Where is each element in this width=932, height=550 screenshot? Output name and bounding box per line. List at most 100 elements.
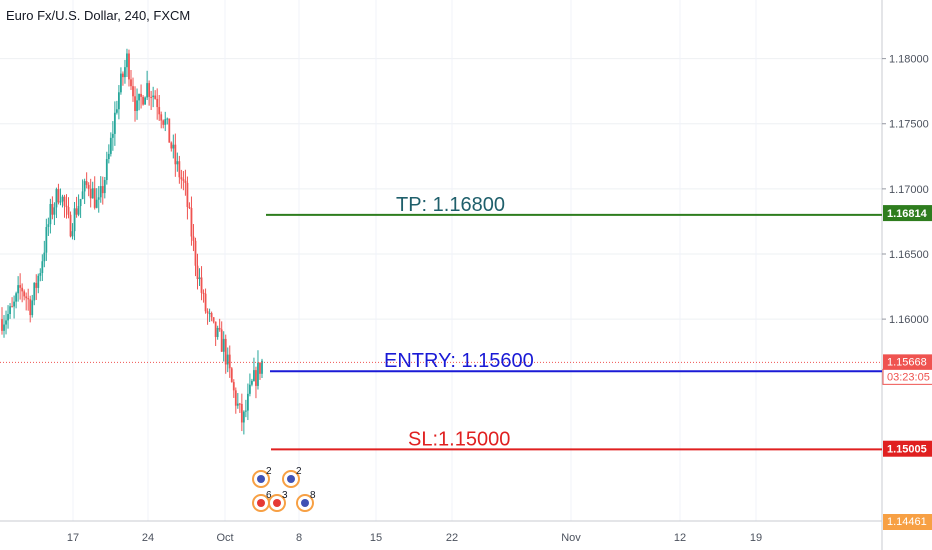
candle-body (255, 370, 257, 386)
y-tick-label: 1.16500 (889, 249, 929, 261)
chart-title: Euro Fx/U.S. Dollar, 240, FXCM (6, 8, 191, 23)
candle-body (130, 79, 132, 87)
candle-body (228, 354, 231, 369)
candle-body (192, 236, 195, 241)
candle-body (1, 319, 3, 331)
candle-body (176, 161, 179, 165)
candle-body (81, 191, 84, 199)
candle-body (168, 118, 171, 143)
candle-body (246, 393, 249, 411)
candle-body (184, 180, 187, 183)
candle-body (166, 118, 169, 120)
candle-body (25, 296, 28, 299)
candle-body (236, 403, 239, 406)
candle-body (95, 199, 98, 208)
level-label: ENTRY: 1.15600 (384, 350, 534, 372)
candle-body (132, 86, 134, 97)
candle-body (117, 92, 120, 110)
candle-body (259, 362, 261, 374)
level-price-badge (883, 205, 932, 222)
candle-body (150, 96, 153, 98)
candle-body (9, 306, 11, 315)
candle-body (196, 265, 199, 280)
candle-body (206, 311, 209, 314)
candle-body (59, 201, 62, 203)
candle-body (172, 144, 175, 149)
candle-body (43, 252, 46, 262)
candle-body (27, 298, 30, 300)
candle-body (244, 410, 247, 412)
event-count: 2 (296, 466, 302, 477)
candle-body (218, 327, 221, 330)
level-label: SL:1.15000 (408, 428, 510, 450)
candle-body (85, 181, 88, 185)
candle-body (61, 196, 64, 202)
x-tick-label: 24 (142, 532, 154, 544)
candle-body (67, 207, 70, 215)
x-tick-label: 12 (674, 532, 686, 544)
x-tick-label: 22 (446, 532, 458, 544)
candle-body (120, 73, 122, 93)
event-marker[interactable]: 2 (252, 466, 272, 488)
candle-body (238, 403, 241, 405)
y-tick-label: 1.16000 (889, 314, 929, 326)
candle-body (152, 95, 155, 98)
candle-body (240, 403, 243, 423)
candle-body (113, 112, 116, 134)
candle-body (210, 313, 213, 318)
candle-body (39, 272, 42, 276)
event-count: 8 (310, 490, 316, 501)
candle-body (190, 208, 193, 237)
candle-body (87, 184, 90, 189)
candle-body (140, 93, 142, 97)
candle-body (5, 320, 7, 325)
candle-body (148, 83, 151, 97)
candle-body (69, 214, 72, 237)
event-marker[interactable]: 8 (296, 490, 316, 512)
candle-body (99, 186, 102, 198)
y-tick-label: 1.17000 (889, 184, 929, 196)
candle-body (178, 161, 181, 178)
candle-body (109, 137, 112, 154)
candle-body (160, 114, 163, 121)
event-marker[interactable]: 2 (282, 466, 302, 488)
candle-body (216, 327, 219, 337)
event-count: 6 (266, 490, 272, 501)
level-price-badge (883, 440, 932, 457)
candle-body (204, 293, 207, 312)
candle-body (158, 107, 161, 115)
candle-body (156, 98, 159, 108)
candle-body (111, 133, 114, 138)
event-marker[interactable]: 3 (268, 490, 288, 512)
flag-icon (257, 475, 265, 483)
candle-body (91, 188, 94, 199)
candle-body (214, 321, 217, 337)
candle-body (220, 329, 223, 352)
candle-body (15, 293, 18, 302)
candle-body (188, 206, 191, 209)
low-price-badge (883, 514, 932, 530)
candle-body (234, 390, 237, 406)
candle-body (222, 338, 225, 352)
candle-body (242, 411, 245, 423)
countdown-badge-text: 03:23:05 (887, 371, 930, 383)
event-count: 2 (266, 466, 272, 477)
candle-body (261, 360, 263, 374)
candle-body (63, 196, 66, 206)
candle-body (105, 159, 108, 181)
candle-body (224, 338, 227, 365)
candle-body (45, 226, 48, 253)
candle-body (212, 317, 215, 322)
candle-body (53, 207, 56, 215)
candle-body (71, 231, 74, 237)
candle-body (154, 95, 157, 99)
candle-body (230, 368, 233, 383)
level-price-badge-text: 1.16814 (887, 208, 928, 220)
candle-body (249, 384, 251, 394)
candle-body (19, 285, 22, 288)
candle-body (208, 313, 211, 315)
candle-body (115, 109, 118, 113)
candle-body (73, 208, 76, 232)
x-tick-label: 8 (296, 532, 302, 544)
